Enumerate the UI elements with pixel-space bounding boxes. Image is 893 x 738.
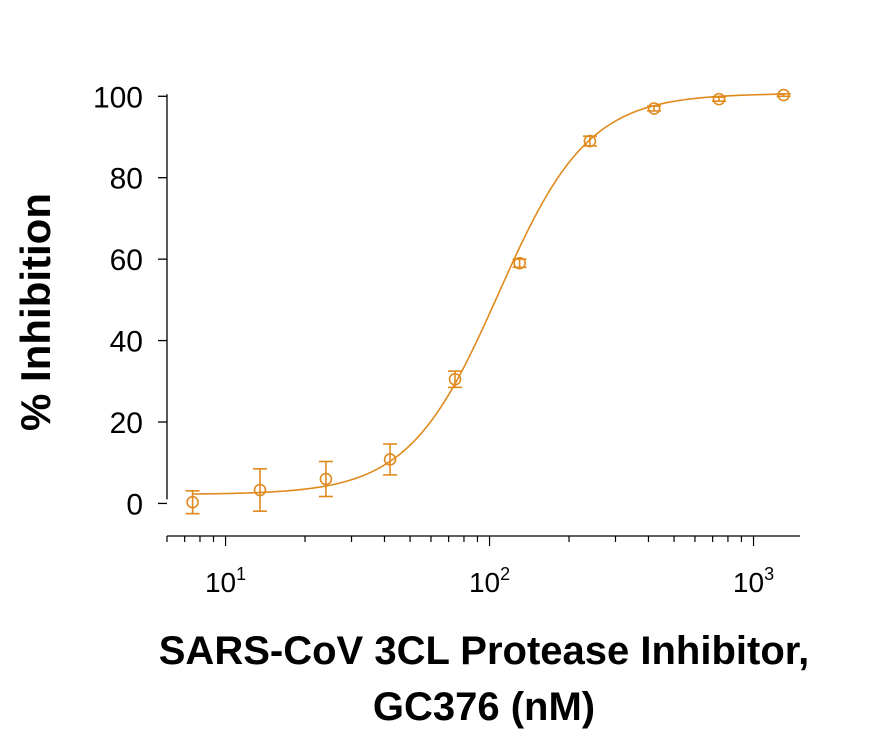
fit-curve [192, 93, 784, 495]
data-point [186, 495, 199, 509]
data-point [513, 256, 526, 270]
x-tick-label: 102 [469, 564, 510, 598]
y-tick-label: 40 [110, 326, 143, 359]
y-tick-label: 0 [126, 488, 143, 521]
data-point [777, 88, 790, 102]
data-point [647, 102, 661, 115]
y-tick-label: 100 [93, 81, 143, 114]
x-tick-label: 103 [733, 564, 774, 598]
x-axis-title-line2: GC376 (nM) [373, 685, 595, 729]
x-axis-title-line1: SARS-CoV 3CL Protease Inhibitor, [159, 629, 810, 673]
x-axis: 101 102 103 [166, 535, 800, 598]
y-tick-label: 80 [110, 163, 143, 196]
data-point [253, 483, 267, 497]
fit-curve-layer [192, 93, 784, 495]
data-point [712, 92, 726, 106]
x-tick-label: 101 [205, 564, 246, 598]
data-points-layer [185, 88, 791, 515]
y-axis-title: % Inhibition [12, 193, 59, 431]
data-point [583, 134, 597, 148]
y-axis: 0 20 40 60 80 100 [93, 81, 168, 521]
y-tick-label: 20 [110, 407, 143, 440]
data-point [383, 453, 397, 466]
data-point [319, 472, 333, 486]
data-point [448, 372, 462, 386]
y-tick-label: 60 [110, 244, 143, 277]
